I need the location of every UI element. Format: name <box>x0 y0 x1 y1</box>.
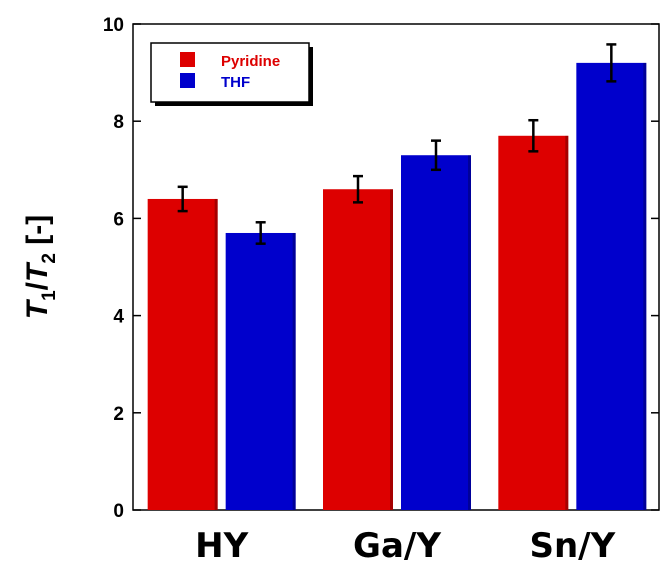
bars <box>147 62 647 511</box>
legend-swatch-pyridine <box>180 52 195 67</box>
bar-edge-shadow <box>468 155 471 510</box>
x-axis-labels: HY Ga/Y Sn/Y <box>195 526 615 566</box>
bar-pyridine-ga-y <box>323 189 393 511</box>
y-tick-label: 2 <box>113 404 124 425</box>
y-label-unit: [-] <box>21 215 54 253</box>
y-label-sub1: 1 <box>39 290 60 301</box>
bar-thf-ga-y <box>401 155 471 510</box>
bar-edge-shadow <box>643 62 647 510</box>
y-axis-label: T1/T2 [-] <box>21 215 60 319</box>
y-tick-label: 8 <box>113 112 124 133</box>
bar-pyridine-sn-y <box>498 135 569 510</box>
y-tick-label: 6 <box>113 209 124 230</box>
bar-thf-sn-y <box>576 62 647 510</box>
legend-swatch-thf <box>180 73 195 88</box>
y-label-t2: T <box>21 261 54 282</box>
plot-frame <box>132 23 660 511</box>
y-label-sub2: 2 <box>39 253 60 264</box>
legend-label-thf: THF <box>221 74 250 91</box>
y-tick-label: 10 <box>103 15 124 36</box>
bar-edge-shadow <box>292 232 296 511</box>
x-category-label: Ga/Y <box>353 526 441 566</box>
bar-thf-hy <box>225 232 296 511</box>
bar-edge-shadow <box>565 135 569 510</box>
legend: Pyridine THF <box>150 42 313 106</box>
x-category-label: HY <box>195 526 248 566</box>
bar-edge-shadow <box>390 189 393 511</box>
bar-edge-shadow <box>214 198 218 510</box>
y-tick-label: 4 <box>113 307 124 328</box>
legend-box <box>150 42 310 103</box>
legend-label-pyridine: Pyridine <box>221 53 280 70</box>
error-bars <box>177 43 617 245</box>
x-category-label: Sn/Y <box>529 526 615 566</box>
y-tick-label: 0 <box>113 501 124 522</box>
y-label-t1: T <box>21 298 54 319</box>
y-label-slash: / <box>21 281 54 290</box>
y-axis-ticks: 0 2 4 6 8 10 <box>103 15 659 522</box>
bar-pyridine-hy <box>147 198 218 510</box>
